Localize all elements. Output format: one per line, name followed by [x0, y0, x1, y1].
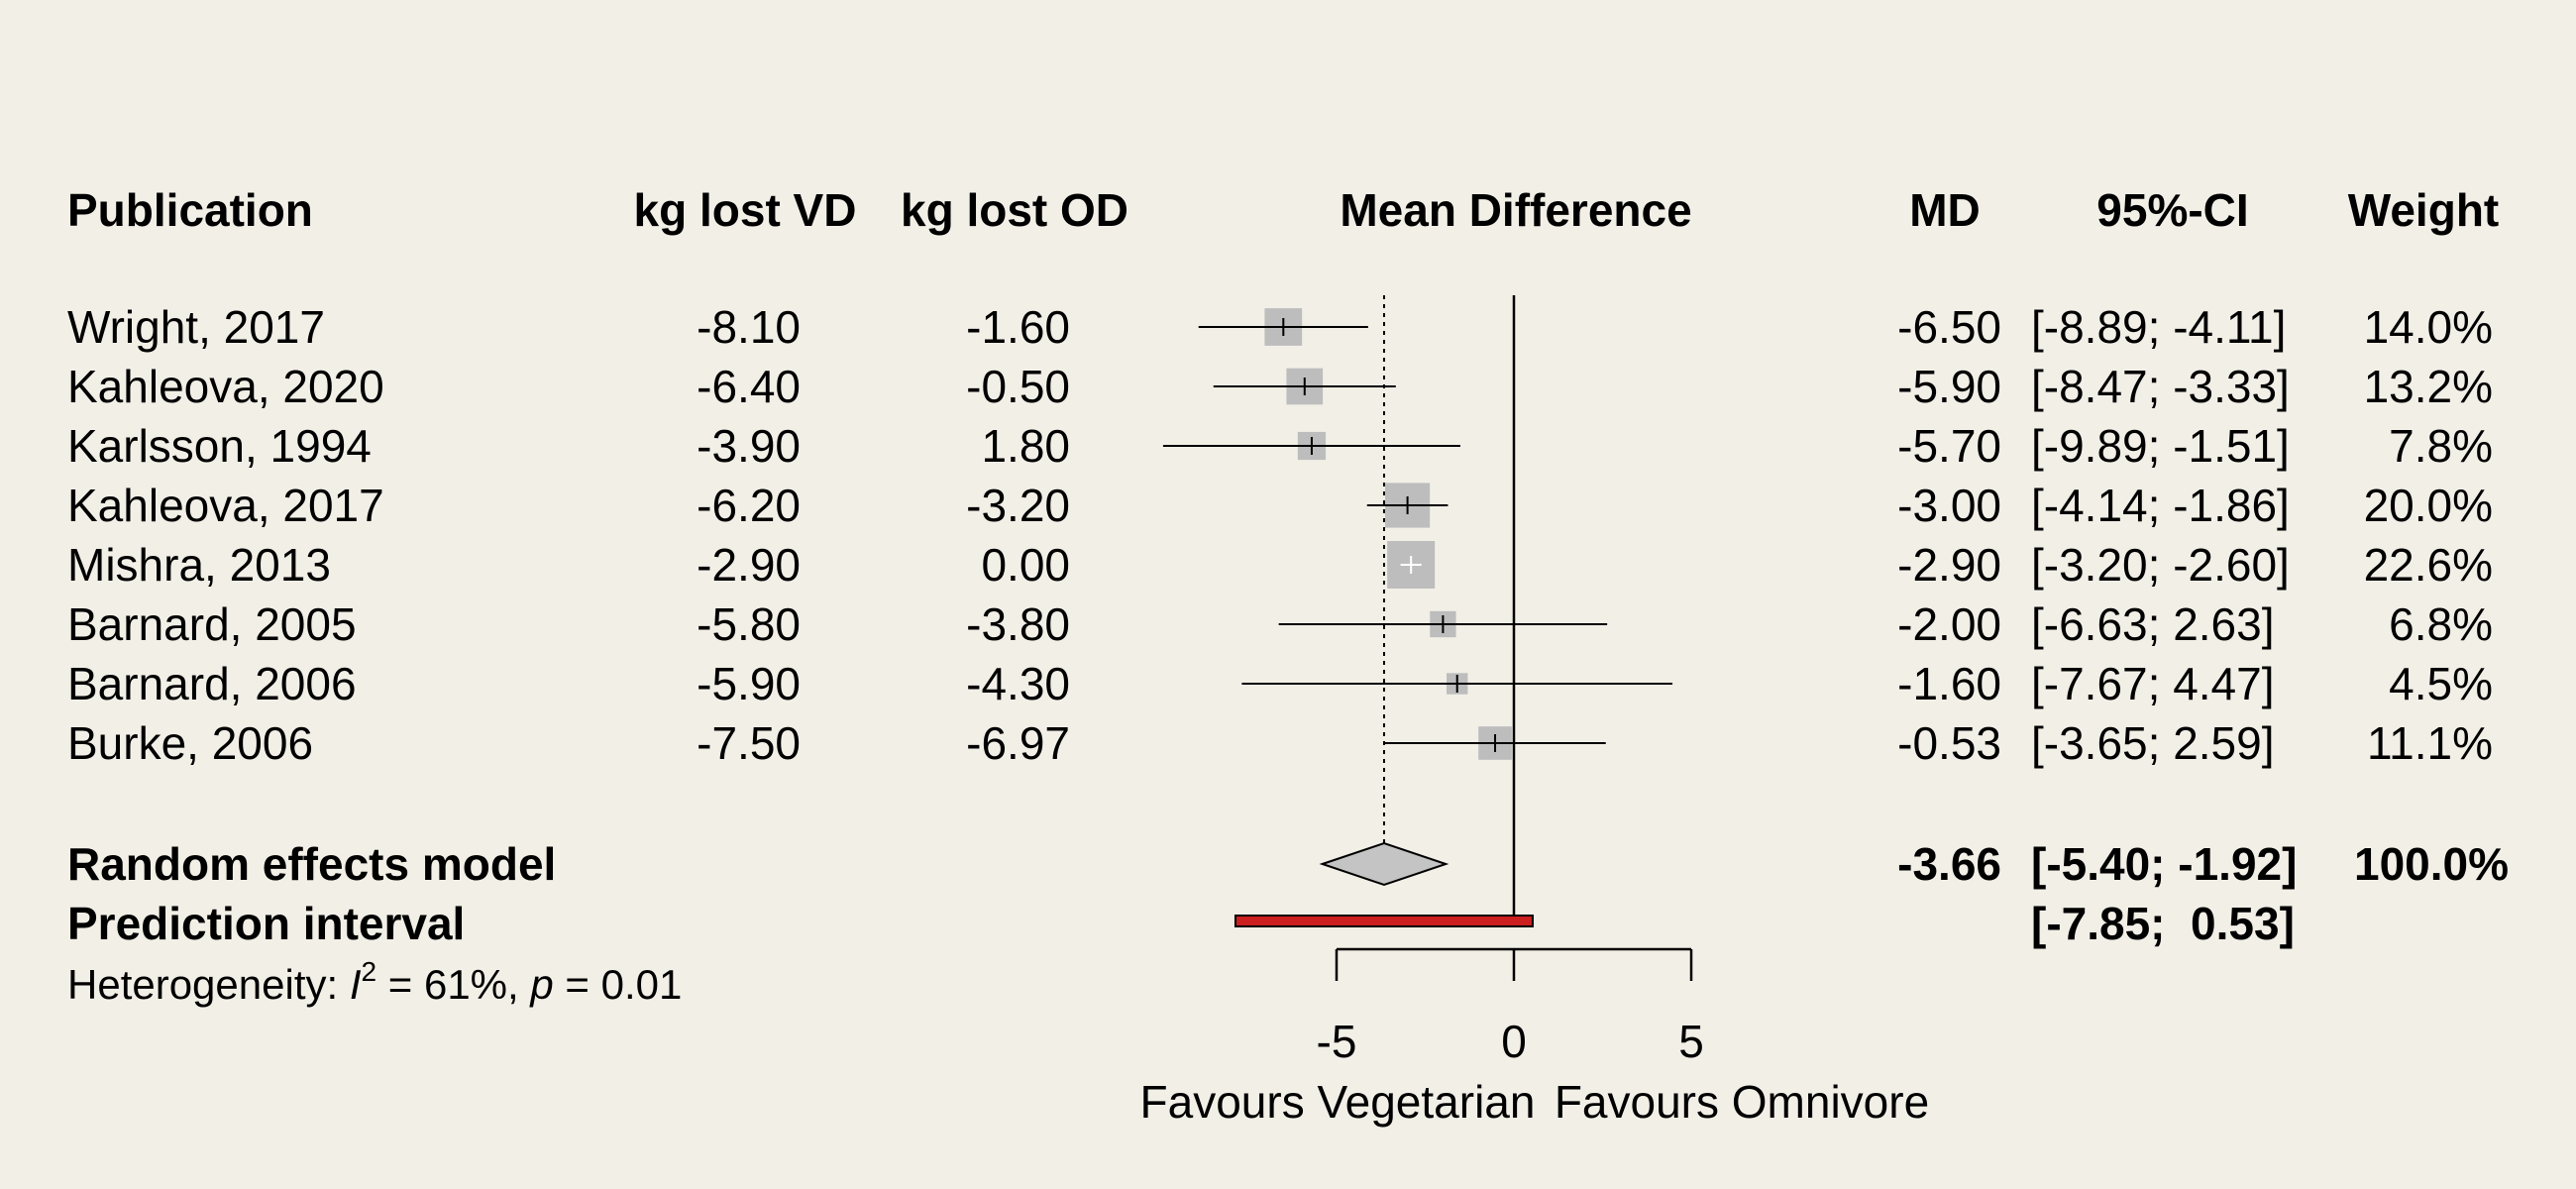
ci-value: [-4.14; -1.86] [2031, 480, 2290, 531]
weight-value: 13.2% [2364, 361, 2493, 412]
header-kg-lost-od: kg lost OD [901, 184, 1128, 236]
heterogeneity-text: Heterogeneity: I2 = 61%, p = 0.01 [67, 956, 682, 1008]
x-axis-tick-label: -5 [1317, 1016, 1357, 1067]
header-weight: Weight [2348, 184, 2499, 236]
header-mean-difference: Mean Difference [1340, 184, 1691, 236]
x-axis-left-label: Favours Vegetarian [1140, 1076, 1536, 1128]
random-effects-weight: 100.0% [2354, 838, 2509, 890]
kg-lost-od-value: 0.00 [981, 539, 1070, 591]
header-md: MD [1909, 184, 1981, 236]
x-axis: -5 0 5 [1317, 947, 1704, 1067]
random-effects-diamond [1319, 841, 1449, 887]
prediction-interval-ci: [-7.85; 0.53] [2031, 898, 2295, 949]
plot-reference-lines [1382, 295, 1516, 919]
kg-lost-od-value: 1.80 [981, 420, 1070, 472]
kg-lost-od-value: -3.80 [966, 598, 1070, 650]
weight-value: 11.1% [2367, 717, 2493, 769]
study-name: Burke, 2006 [67, 717, 313, 769]
study-row: Barnard, 2005 -5.80 -3.80 -2.00 [-6.63; 2.63… [67, 598, 2493, 650]
ci-value: [-9.89; -1.51] [2031, 420, 2290, 472]
study-name: Mishra, 2013 [67, 539, 331, 591]
prediction-interval-label: Prediction interval [67, 898, 465, 949]
md-value: -1.60 [1897, 658, 2001, 709]
header-ci: 95%-CI [2096, 184, 2248, 236]
kg-lost-vd-value: -3.90 [697, 420, 801, 472]
weight-value: 22.6% [2364, 539, 2493, 591]
header-kg-lost-vd: kg lost VD [634, 184, 857, 236]
ci-value: [-3.65; 2.59] [2031, 717, 2275, 769]
weight-value: 14.0% [2364, 301, 2493, 353]
kg-lost-od-value: -4.30 [966, 658, 1070, 709]
ci-value: [-3.20; -2.60] [2031, 539, 2290, 591]
kg-lost-vd-value: -6.40 [697, 361, 801, 412]
weight-value: 7.8% [2389, 420, 2493, 472]
study-row: Kahleova, 2017 -6.20 -3.20 -3.00 [-4.14; -1.… [67, 480, 2493, 531]
random-effects-label: Random effects model [67, 838, 556, 890]
study-name: Barnard, 2006 [67, 658, 357, 709]
md-value: -2.00 [1897, 598, 2001, 650]
study-row: Kahleova, 2020 -6.40 -0.50 -5.90 [-8.47; -3.… [67, 361, 2493, 412]
kg-lost-od-value: -0.50 [966, 361, 1070, 412]
study-row: Barnard, 2006 -5.90 -4.30 -1.60 [-7.67; 4.47… [67, 658, 2493, 709]
md-value: -6.50 [1897, 301, 2001, 353]
study-name: Kahleova, 2020 [67, 361, 384, 412]
ci-value: [-8.47; -3.33] [2031, 361, 2290, 412]
md-value: -5.70 [1897, 420, 2001, 472]
kg-lost-vd-value: -5.90 [697, 658, 801, 709]
study-name: Wright, 2017 [67, 301, 325, 353]
ci-value: [-6.63; 2.63] [2031, 598, 2275, 650]
study-row: Wright, 2017 -8.10 -1.60 -6.50 [-8.89; -4.11… [67, 301, 2493, 353]
kg-lost-od-value: -3.20 [966, 480, 1070, 531]
random-effects-ci: [-5.40; -1.92] [2031, 838, 2297, 890]
kg-lost-vd-value: -2.90 [697, 539, 801, 591]
header-publication: Publication [67, 184, 313, 236]
kg-lost-vd-value: -6.20 [697, 480, 801, 531]
x-axis-right-label: Favours Omnivore [1555, 1076, 1929, 1128]
md-value: -0.53 [1897, 717, 2001, 769]
study-row: Mishra, 2013 -2.90 0.00 -2.90 [-3.20; -2.60]… [67, 539, 2493, 591]
kg-lost-od-value: -1.60 [966, 301, 1070, 353]
kg-lost-vd-value: -7.50 [697, 717, 801, 769]
prediction-interval-bar [1234, 915, 1534, 927]
weight-value: 6.8% [2389, 598, 2493, 650]
study-name: Kahleova, 2017 [67, 480, 384, 531]
study-rows: Wright, 2017 -8.10 -1.60 -6.50 [-8.89; -4.11… [67, 301, 2493, 769]
x-axis-tick-label: 0 [1501, 1016, 1527, 1067]
md-value: -2.90 [1897, 539, 2001, 591]
ci-value: [-7.67; 4.47] [2031, 658, 2275, 709]
weight-value: 20.0% [2364, 480, 2493, 531]
weight-value: 4.5% [2389, 658, 2493, 709]
study-row: Burke, 2006 -7.50 -6.97 -0.53 [-3.65; 2.59] 1… [67, 717, 2493, 769]
kg-lost-vd-value: -5.80 [697, 598, 801, 650]
study-name: Karlsson, 1994 [67, 420, 372, 472]
study-row: Karlsson, 1994 -3.90 1.80 -5.70 [-9.89; -1.5… [67, 420, 2493, 472]
ci-value: [-8.89; -4.11] [2031, 301, 2286, 353]
kg-lost-vd-value: -8.10 [697, 301, 801, 353]
md-value: -5.90 [1897, 361, 2001, 412]
random-effects-md: -3.66 [1897, 838, 2001, 890]
study-name: Barnard, 2005 [67, 598, 357, 650]
x-axis-tick-label: 5 [1678, 1016, 1704, 1067]
md-value: -3.00 [1897, 480, 2001, 531]
kg-lost-od-value: -6.97 [966, 717, 1070, 769]
